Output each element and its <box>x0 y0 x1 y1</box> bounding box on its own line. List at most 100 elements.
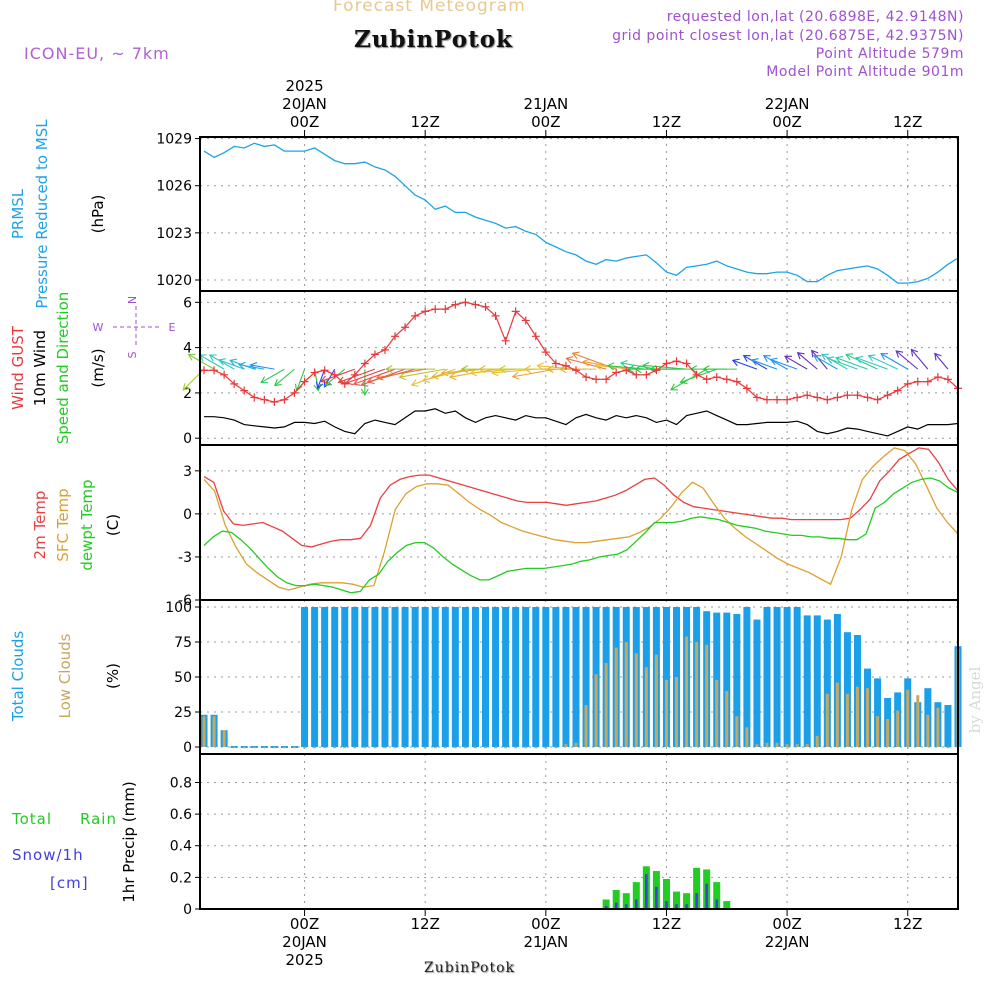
total-cloud-bar <box>572 607 580 747</box>
gust-marker <box>421 307 430 316</box>
temp2m-line <box>203 447 959 548</box>
snow-bar <box>685 904 688 909</box>
total-cloud-bar <box>823 619 831 747</box>
snow-bar <box>695 893 698 909</box>
gust-marker <box>230 379 239 388</box>
sfc-temp-label: SFC Temp <box>54 488 72 561</box>
low-cloud-bar <box>936 707 940 747</box>
wind-arrow <box>209 354 235 370</box>
wind-arrow-head <box>679 376 688 385</box>
rain-bar <box>723 901 731 909</box>
wind-arrow-head <box>182 383 191 391</box>
gust-marker <box>943 375 952 384</box>
low-cloud-bar <box>896 710 900 747</box>
wind-arrow-head <box>895 350 904 358</box>
low-cloud-bar <box>765 742 769 747</box>
gust-marker <box>240 386 249 395</box>
wind-arrow <box>317 368 326 389</box>
total-cloud-bar <box>371 607 379 747</box>
wind-arrow-head <box>855 355 864 364</box>
wind-arrow-head <box>731 358 740 367</box>
wind-arrow-head <box>431 371 440 380</box>
sfc-temp-line <box>203 447 959 591</box>
wind-arrow <box>296 368 306 391</box>
gust-marker <box>913 377 922 386</box>
wind-arrow-head <box>352 378 361 386</box>
wind-arrow-head <box>324 378 333 387</box>
gust-marker <box>712 373 721 382</box>
snow-bar <box>645 874 648 909</box>
model-altitude: Model Point Altitude 901m <box>766 64 964 80</box>
gust-marker <box>602 375 611 384</box>
low-cloud-bar <box>664 679 668 747</box>
low-cloud-bar <box>725 691 729 747</box>
wind-arrow-head <box>460 365 469 374</box>
wind-arrow-head <box>641 361 650 370</box>
wind-arrow <box>811 350 828 370</box>
wind-arrow <box>399 368 446 378</box>
wind-arrow-head <box>360 388 369 396</box>
point-altitude: Point Altitude 579m <box>815 46 964 62</box>
x-label-bottom: 00Z <box>290 915 319 933</box>
wind-arrow-head <box>845 353 854 361</box>
y-tick-label: 0.8 <box>170 775 192 791</box>
wind-arrow-head <box>558 365 567 374</box>
gust-marker <box>461 298 470 307</box>
rain-bar <box>612 890 620 909</box>
wind-arrow-head <box>478 365 486 374</box>
gust-marker <box>220 370 229 379</box>
wind-arrow-head <box>546 365 554 374</box>
compass-w: W <box>93 321 104 334</box>
wind-arrow-head <box>626 365 635 374</box>
y-tick-label: -3 <box>178 550 192 566</box>
gust-marker <box>722 375 731 384</box>
y-tick-label: 0 <box>183 740 192 756</box>
low-cloud-bar <box>584 705 588 747</box>
wind-arrow <box>845 353 878 370</box>
total-cloud-bar <box>843 632 851 747</box>
wind-arrow-head <box>810 349 819 358</box>
wind-arrow <box>784 355 808 370</box>
gust-marker <box>380 345 389 354</box>
gust-marker <box>531 332 540 341</box>
total-cloud-bar <box>411 607 419 747</box>
wind-arrow-head <box>784 355 792 363</box>
wind-arrow-head <box>813 355 822 362</box>
gust-marker <box>300 377 309 386</box>
gust-marker <box>843 391 852 400</box>
wind-arrow <box>346 368 386 384</box>
low-cloud-bar <box>755 744 759 747</box>
wind-arrow <box>763 355 788 370</box>
low-cloud-bar <box>805 744 809 747</box>
wind-arrow-head <box>217 358 226 366</box>
x-label-bottom: 20JAN <box>282 933 327 951</box>
wind-arrow-head <box>750 358 759 366</box>
gust-marker <box>330 370 339 379</box>
wind-arrow-head <box>910 348 919 357</box>
gust-marker <box>793 393 802 402</box>
gust-label: Wind GUST <box>9 325 27 410</box>
low-cloud-bar <box>775 742 779 747</box>
wind-arrow <box>895 350 919 370</box>
wind-arrow <box>880 353 909 370</box>
low-cloud-bar <box>705 644 709 747</box>
wind-arrow-head <box>491 368 499 377</box>
gust-marker <box>933 373 942 382</box>
total-cloud-bar <box>311 607 319 747</box>
gust-marker <box>692 370 701 379</box>
pressure-unit: (hPa) <box>89 195 107 234</box>
gust-marker <box>561 361 570 370</box>
pressure-label: PRMSL <box>9 188 27 239</box>
total-cloud-bar <box>562 607 570 747</box>
total-rain-label: Total <box>11 810 52 828</box>
total-cloud-bar <box>461 607 469 747</box>
wind-arrow <box>868 355 898 370</box>
low-cloud-bar <box>644 667 648 747</box>
x-label-top: 12Z <box>411 113 440 131</box>
wind-arrow <box>732 359 758 370</box>
wind-arrow <box>537 365 577 370</box>
gust-marker <box>350 370 359 379</box>
low-cloud-bar <box>866 688 870 747</box>
total-cloud-bar <box>331 607 339 747</box>
y-tick-label: 100 <box>165 600 192 616</box>
